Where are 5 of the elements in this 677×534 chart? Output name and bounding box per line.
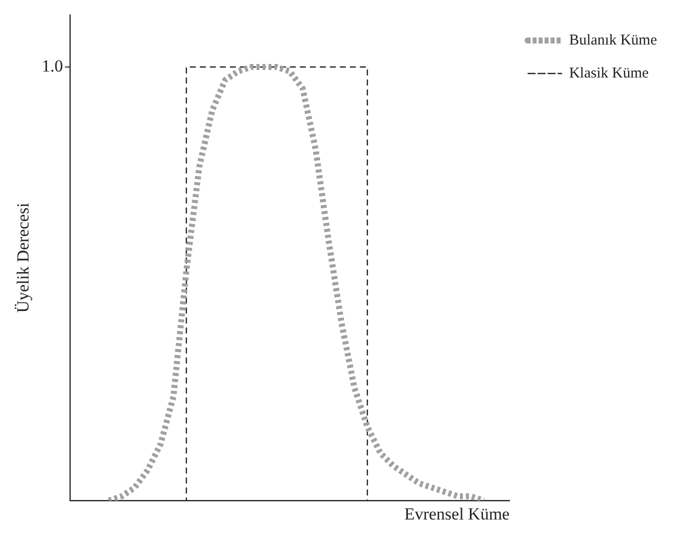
text: 1.0 — [42, 56, 63, 76]
legend-label: Bulanık Küme — [569, 32, 658, 48]
x-axis-title: Evrensel Küme — [404, 504, 510, 524]
y-axis-title: Üyelik Derecesi — [14, 202, 33, 313]
legend-label: Klasik Küme — [569, 65, 650, 82]
